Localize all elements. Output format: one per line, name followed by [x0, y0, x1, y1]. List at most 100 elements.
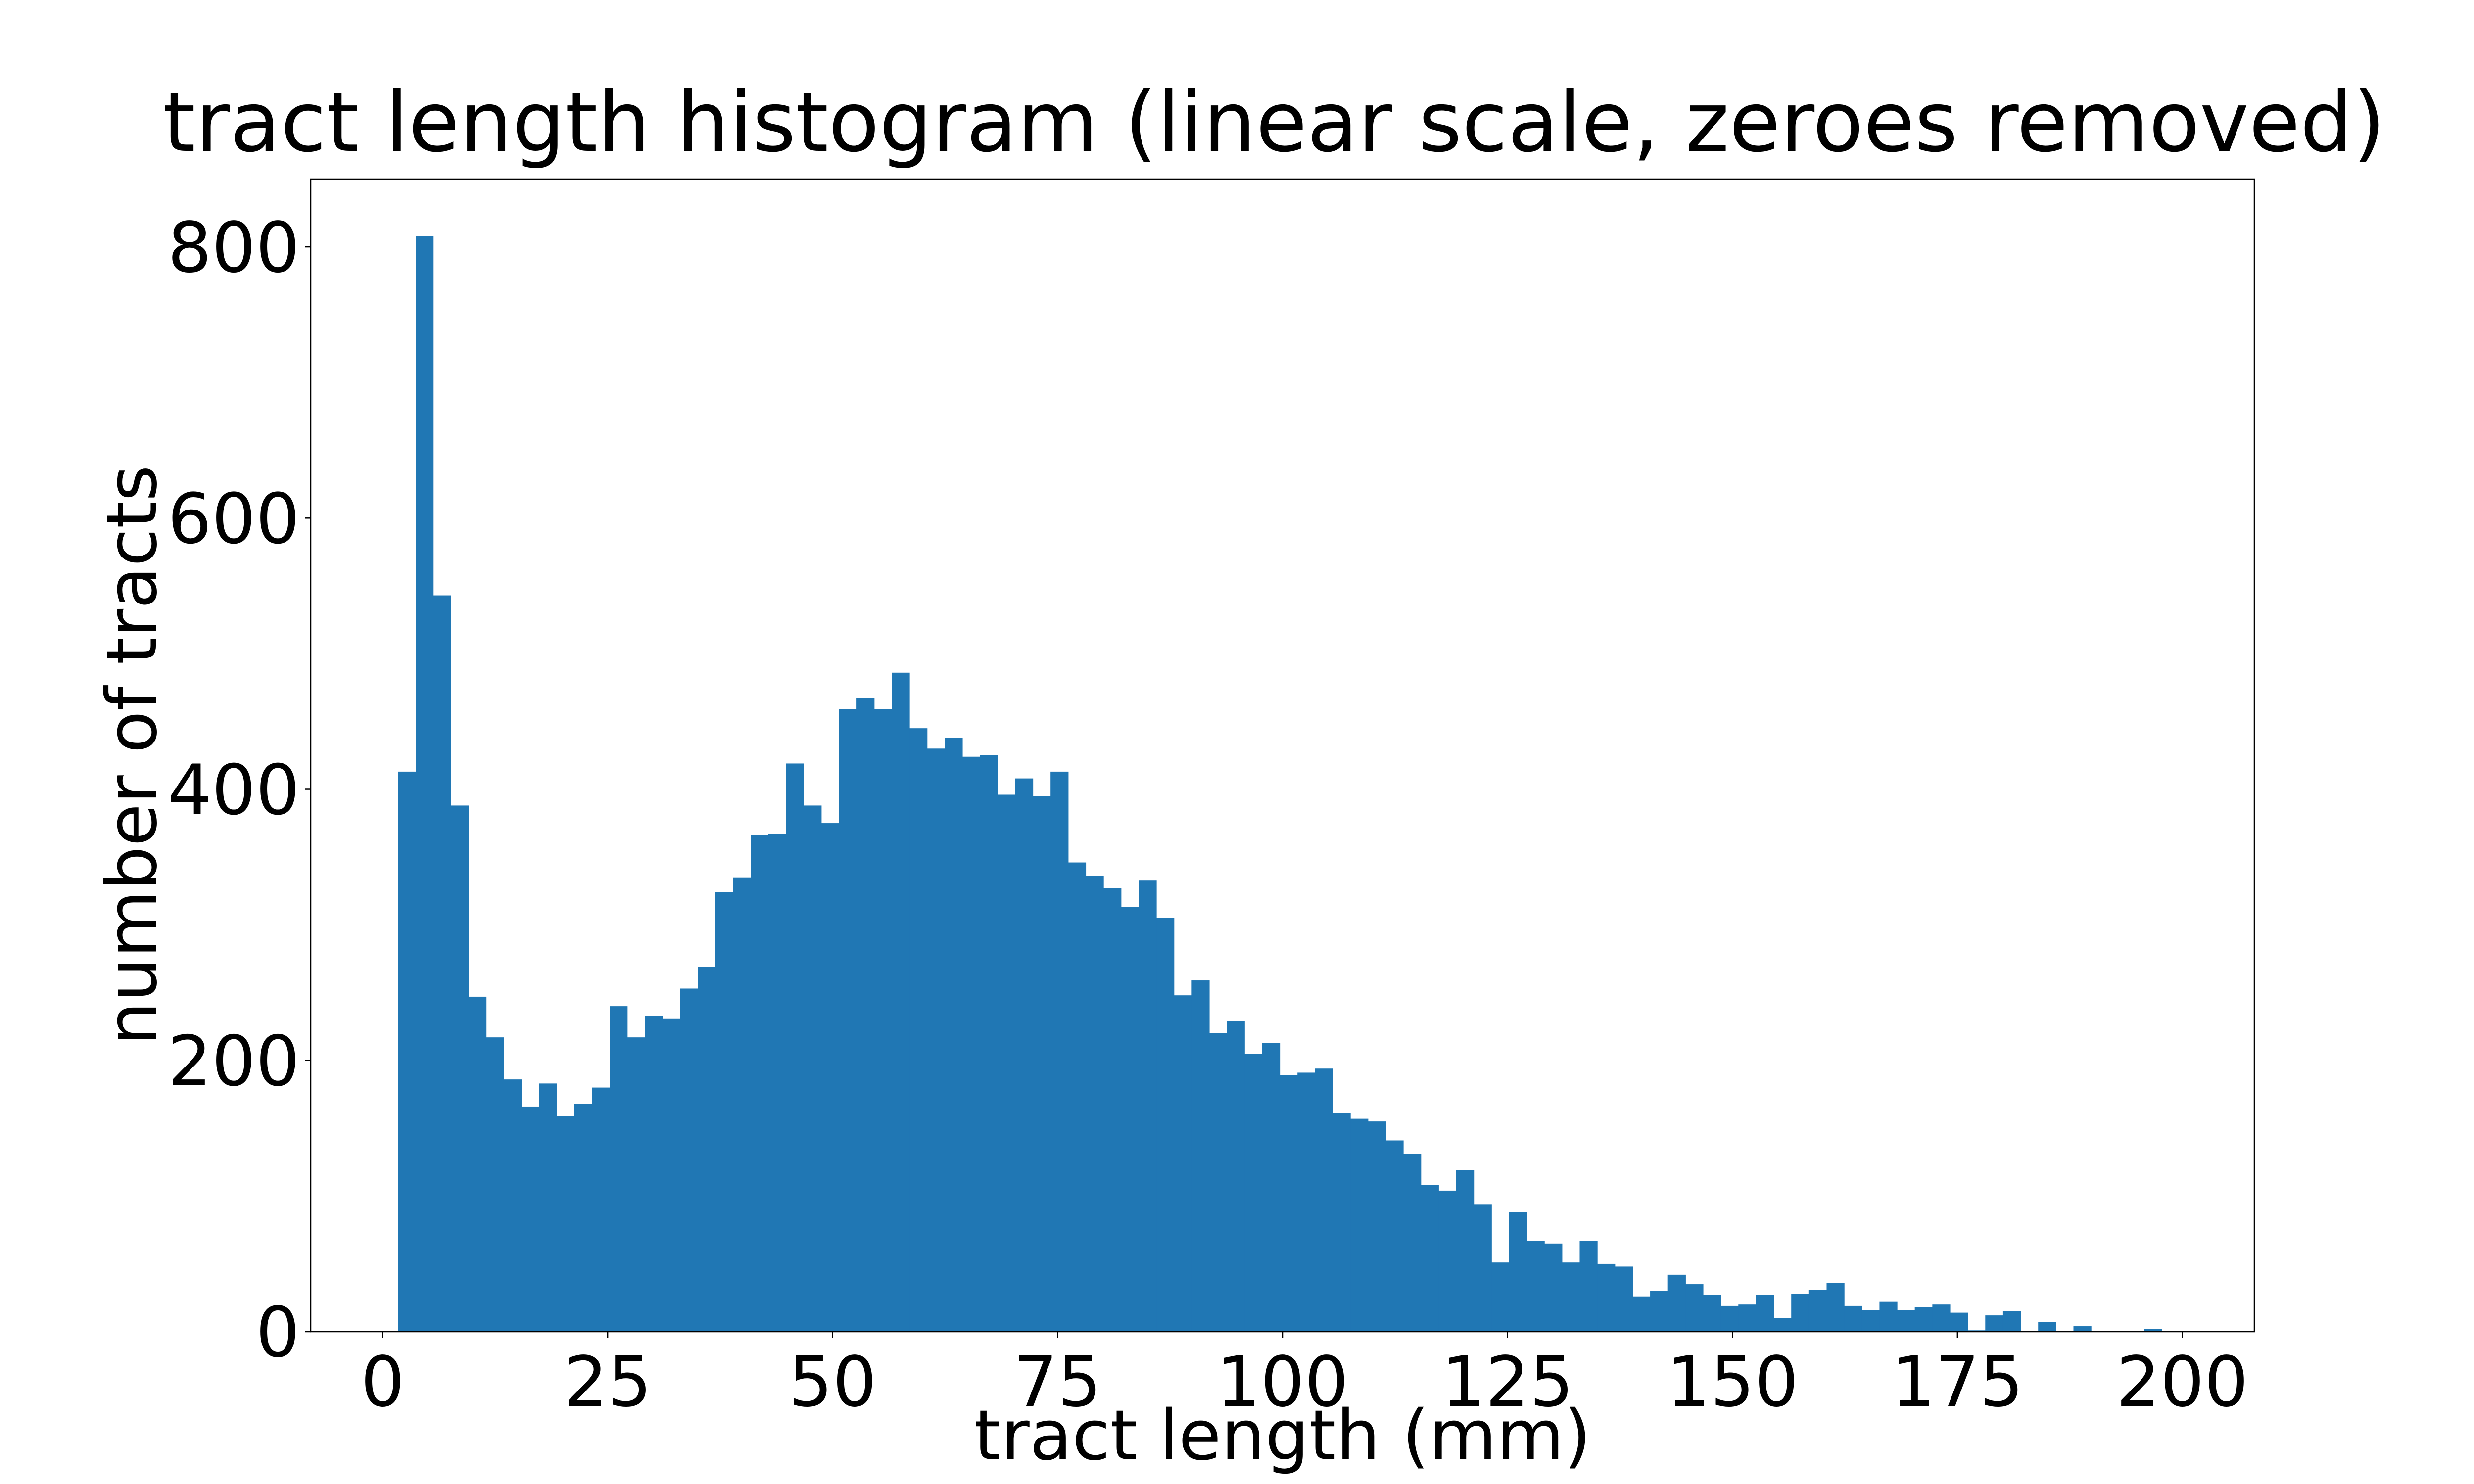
histogram-bar — [945, 738, 963, 1332]
x-axis-label: tract length (mm) — [974, 1395, 1591, 1476]
histogram-bar — [1368, 1121, 1386, 1332]
x-tick-label: 0 — [361, 1342, 405, 1423]
histogram-bar — [1491, 1262, 1510, 1332]
histogram-bar — [751, 835, 769, 1332]
histogram-bar — [1033, 796, 1051, 1332]
histogram-bar — [980, 755, 998, 1332]
x-tick-label: 100 — [1216, 1342, 1348, 1423]
histogram-bar — [1156, 918, 1175, 1332]
chart-title: tract length histogram (linear scale, ze… — [163, 74, 2385, 171]
histogram-bar — [1191, 980, 1210, 1332]
x-tick-label: 50 — [789, 1342, 877, 1423]
histogram-bars — [398, 236, 2162, 1332]
histogram-bar — [2002, 1311, 2021, 1332]
histogram-bar — [1174, 995, 1192, 1332]
histogram-bar — [1315, 1068, 1333, 1332]
histogram-bar — [574, 1104, 593, 1332]
histogram-bar — [1914, 1307, 1933, 1332]
histogram-bar — [1421, 1185, 1439, 1332]
histogram-bar — [416, 236, 434, 1332]
histogram-bar — [521, 1106, 540, 1332]
histogram-bar — [1597, 1263, 1616, 1332]
x-tick-label: 75 — [1013, 1342, 1101, 1423]
histogram-bar — [1879, 1301, 1898, 1332]
histogram-bar — [1068, 862, 1087, 1332]
histogram-bar — [1086, 876, 1104, 1332]
histogram-bar — [962, 756, 981, 1332]
histogram-bar — [1897, 1310, 1915, 1332]
histogram-bar — [768, 834, 787, 1332]
histogram-bar — [874, 709, 892, 1332]
histogram-bar — [1297, 1072, 1316, 1332]
histogram-bar — [821, 823, 840, 1332]
histogram-bar — [1844, 1305, 1862, 1332]
histogram-bar — [909, 728, 928, 1332]
y-axis-label: number of tracts — [92, 465, 173, 1045]
histogram-bar — [1403, 1154, 1422, 1332]
histogram-bar — [468, 996, 487, 1332]
histogram-bar — [1227, 1021, 1245, 1332]
histogram-bar — [1526, 1241, 1545, 1332]
histogram-bar — [1667, 1274, 1686, 1332]
histogram-bar — [486, 1037, 504, 1332]
histogram-bar — [839, 709, 857, 1332]
x-axis: 0 25 50 75 100 125 150 175 200 — [361, 1332, 2248, 1423]
histogram-bar — [1456, 1170, 1475, 1332]
x-tick-label: 150 — [1666, 1342, 1799, 1423]
histogram-bar — [1632, 1296, 1651, 1332]
histogram-bar — [1985, 1315, 2003, 1332]
histogram-bar — [1209, 1033, 1228, 1332]
histogram-bar — [1121, 907, 1139, 1332]
y-axis: 0 200 400 600 800 — [168, 208, 311, 1373]
histogram-bar — [1579, 1241, 1598, 1332]
histogram-bar — [539, 1083, 557, 1332]
x-tick-label: 175 — [1891, 1342, 2023, 1423]
histogram-bar — [1808, 1290, 1827, 1332]
histogram-bar — [1262, 1043, 1281, 1332]
histogram-bar — [1967, 1330, 1986, 1332]
histogram-bar — [1509, 1212, 1527, 1332]
histogram-bar — [627, 1037, 645, 1332]
histogram-bar — [786, 763, 804, 1332]
histogram-bar — [1103, 888, 1122, 1332]
histogram-bar — [1244, 1054, 1263, 1332]
y-tick-label: 0 — [256, 1293, 300, 1373]
histogram-bar — [1703, 1295, 1721, 1332]
histogram-bar — [1280, 1075, 1298, 1332]
histogram-bar — [1932, 1304, 1951, 1332]
histogram-bar — [557, 1116, 575, 1332]
histogram-bar — [1861, 1310, 1880, 1332]
histogram-bar — [592, 1087, 610, 1332]
histogram-bar — [1650, 1291, 1668, 1332]
histogram-bar — [698, 967, 716, 1332]
histogram-bar — [927, 748, 945, 1332]
histogram-bar — [2038, 1322, 2056, 1332]
histogram-bar — [804, 805, 822, 1332]
histogram-bar — [1544, 1243, 1563, 1332]
histogram-bar — [1332, 1113, 1351, 1332]
x-tick-label: 25 — [564, 1342, 652, 1423]
x-tick-label: 125 — [1441, 1342, 1573, 1423]
histogram-bar — [1562, 1262, 1580, 1332]
histogram-bar — [2073, 1326, 2092, 1332]
histogram-bar — [1474, 1204, 1492, 1332]
histogram-bar — [1139, 880, 1157, 1332]
histogram-bar — [733, 877, 751, 1332]
histogram-bar — [1950, 1312, 1968, 1332]
histogram-bar — [663, 1018, 681, 1332]
histogram-bar — [1385, 1140, 1404, 1332]
histogram-bar — [998, 794, 1016, 1332]
histogram-bar — [1826, 1283, 1845, 1332]
histogram-bar — [715, 892, 734, 1332]
histogram-bar — [1015, 778, 1034, 1332]
histogram-bar — [504, 1079, 522, 1332]
histogram-bar — [2144, 1329, 2162, 1332]
y-tick-label: 200 — [168, 1021, 300, 1102]
histogram-bar — [1720, 1305, 1739, 1332]
histogram-bar — [1685, 1284, 1704, 1332]
histogram-bar — [1756, 1295, 1774, 1332]
histogram-bar — [1350, 1118, 1369, 1332]
histogram-bar — [1791, 1294, 1809, 1332]
histogram-bar — [856, 698, 875, 1332]
